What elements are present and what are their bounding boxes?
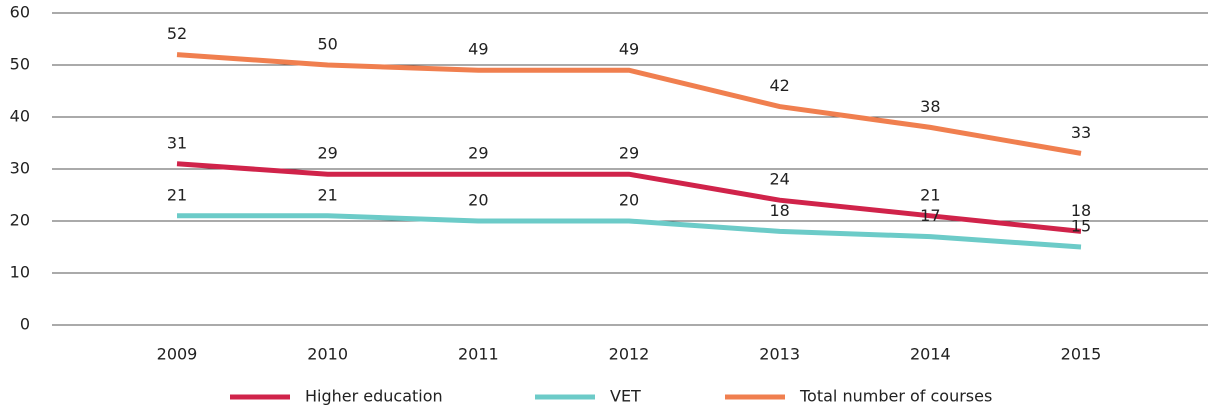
x-tick-label: 2009 [157,345,198,364]
y-tick-label: 40 [10,107,30,126]
data-label: 50 [317,35,337,54]
data-label: 21 [317,185,337,204]
series-line [176,161,1082,234]
data-label: 29 [468,144,488,163]
y-tick-label: 30 [10,159,30,178]
data-label: 20 [468,191,488,210]
x-tick-label: 2014 [910,345,951,364]
data-label: 31 [167,133,187,152]
legend-label: VET [610,387,641,406]
data-label: 49 [619,40,639,59]
legend-label: Higher education [305,387,443,406]
data-label: 18 [1071,201,1091,220]
data-label: 18 [769,201,789,220]
legend-label: Total number of courses [799,387,992,406]
data-label: 33 [1071,123,1091,142]
y-tick-label: 60 [10,3,30,22]
y-tick-label: 10 [10,263,30,282]
x-tick-label: 2013 [759,345,800,364]
data-label: 20 [619,191,639,210]
data-label: 38 [920,97,940,116]
data-label: 29 [619,144,639,163]
data-label: 21 [167,185,187,204]
x-tick-label: 2010 [307,345,348,364]
x-tick-label: 2011 [458,345,499,364]
y-tick-label: 50 [10,55,30,74]
data-label: 24 [769,170,789,189]
data-label: 17 [920,206,940,225]
data-label: 15 [1071,217,1091,236]
data-label: 42 [769,76,789,95]
series-line [177,213,1082,250]
y-tick-label: 0 [20,315,30,334]
data-label: 21 [920,185,940,204]
data-label: 29 [317,144,337,163]
y-tick-label: 20 [10,211,30,230]
x-tick-label: 2012 [609,345,650,364]
series-line [176,52,1082,156]
x-tick-label: 2015 [1061,345,1102,364]
data-label: 52 [167,24,187,43]
data-label: 49 [468,40,488,59]
